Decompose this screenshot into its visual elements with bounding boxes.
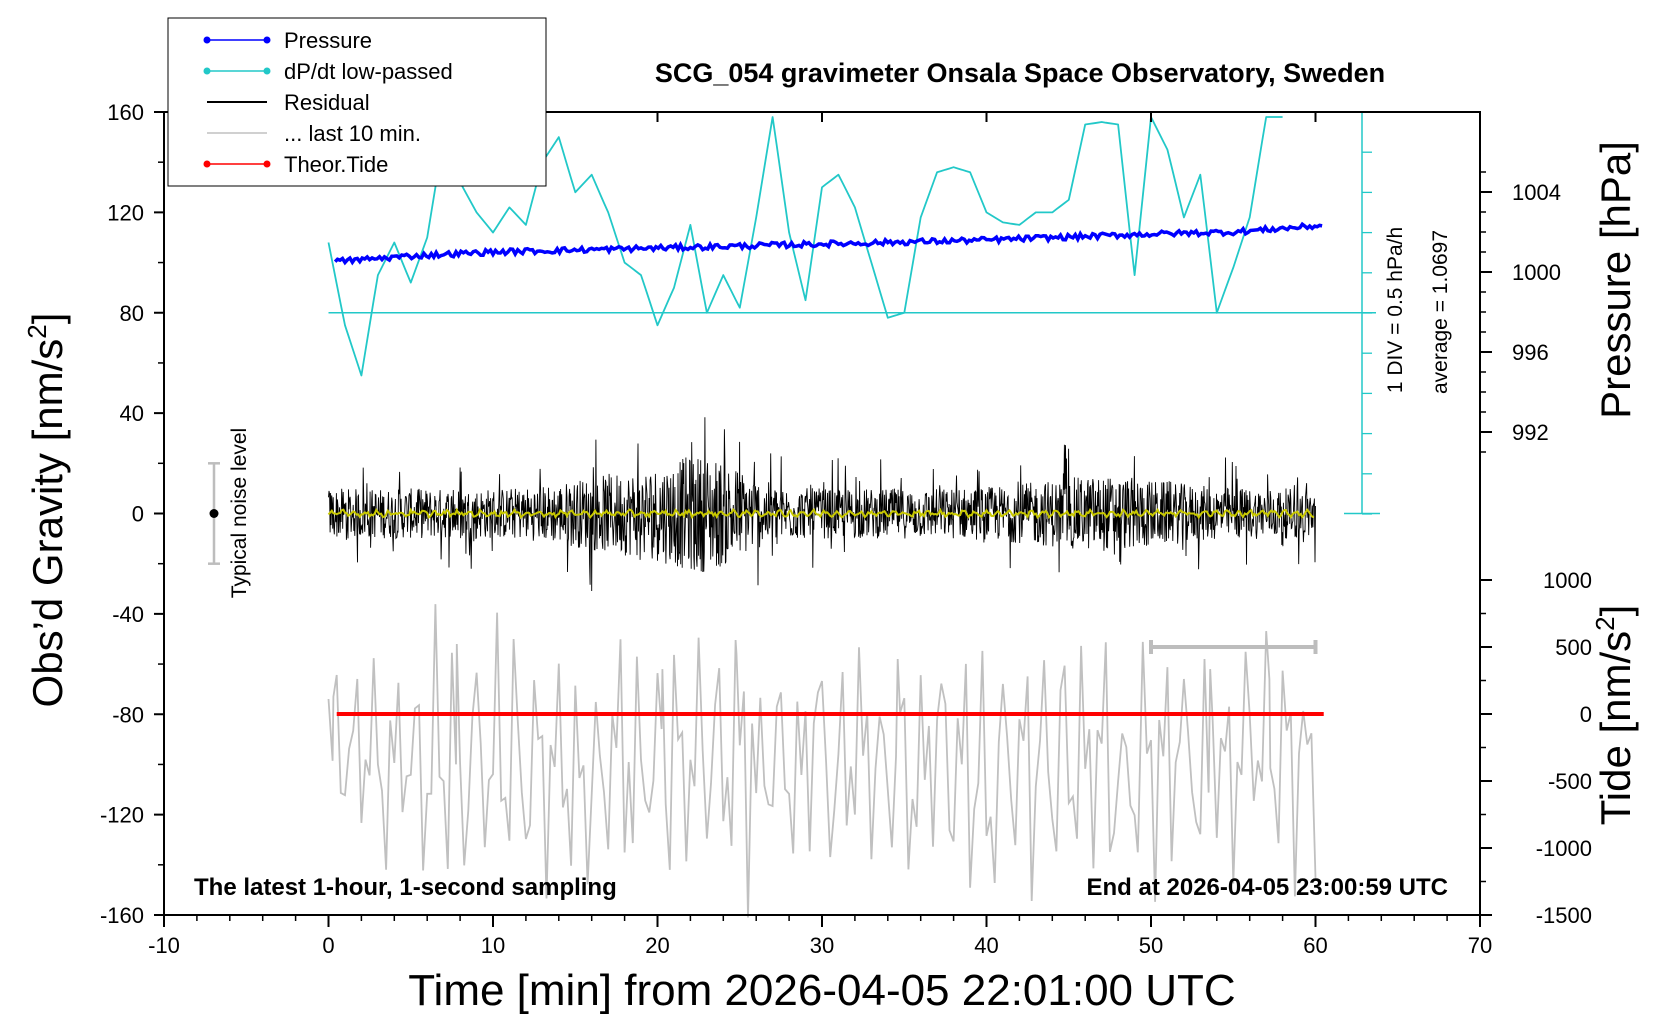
x-tick-label: 40: [974, 933, 998, 958]
y-tick-label: 120: [107, 200, 144, 225]
pressure-tick-label: 1000: [1512, 260, 1561, 285]
series-residual-smoothed: [327, 507, 1315, 520]
legend-marker: [263, 67, 271, 75]
legend-label: Pressure: [284, 28, 372, 53]
x-tick-label: -10: [148, 933, 180, 958]
legend-marker: [203, 67, 211, 75]
y-tick-label: -160: [100, 903, 144, 928]
x-tick-label: 20: [645, 933, 669, 958]
legend: Pressure dP/dt low-passed Residual ... last…: [167, 17, 547, 187]
legend-label: dP/dt low-passed: [284, 59, 453, 84]
y-tick-label: 160: [107, 100, 144, 125]
series-dpdt-lowpassed: [327, 116, 1283, 377]
series-last10min: [327, 604, 1317, 918]
chart-title: SCG_054 gravimeter Onsala Space Observat…: [655, 58, 1385, 88]
y-tick-label: -40: [112, 602, 144, 627]
average-annotation: average = 1.0697: [1429, 230, 1452, 394]
legend-marker: [263, 36, 271, 44]
tide-tick-label: -1500: [1536, 903, 1592, 928]
x-tick-label: 60: [1303, 933, 1327, 958]
y-tick-label: 80: [120, 301, 144, 326]
legend-label: ... last 10 min.: [284, 121, 421, 146]
pressure-tick-label: 1004: [1512, 180, 1561, 205]
div-annotation: 1 DIV = 0.5 hPa/h: [1384, 227, 1407, 393]
noise-annotation: Typical noise level: [228, 428, 251, 598]
legend-marker: [203, 160, 211, 168]
tide-tick-label: 1000: [1543, 568, 1592, 593]
legend-marker: [263, 160, 271, 168]
y-axis-label-left: Obs’d Gravity [nm/s2]: [22, 313, 71, 708]
series-residual: [328, 417, 1316, 592]
pressure-tick-label: 996: [1512, 340, 1549, 365]
y-tick-label: 0: [132, 502, 144, 527]
tide-tick-label: -1000: [1536, 836, 1592, 861]
series-pressure: [333, 221, 1323, 266]
x-tick-label: 50: [1139, 933, 1163, 958]
y-tick-label: -120: [100, 803, 144, 828]
noise-bar-dot: [209, 509, 219, 518]
x-tick-label: 30: [810, 933, 834, 958]
y-axis-label-pressure: Pressure [hPa]: [1592, 141, 1639, 419]
legend-marker: [203, 36, 211, 44]
tide-tick-label: 0: [1580, 702, 1592, 727]
pressure-tick-label: 992: [1512, 420, 1549, 445]
tide-tick-label: -500: [1548, 769, 1592, 794]
x-tick-label: 10: [481, 933, 505, 958]
x-tick-label: 0: [322, 933, 334, 958]
end-time-annotation: End at 2026-04-05 23:00:59 UTC: [1087, 874, 1449, 901]
y-tick-label: 40: [120, 401, 144, 426]
legend-label: Theor.Tide: [284, 152, 388, 177]
y-tick-label: -80: [112, 702, 144, 727]
sampling-annotation: The latest 1-hour, 1-second sampling: [194, 874, 617, 901]
legend-label: Residual: [284, 90, 370, 115]
y-axis-label-tide: Tide [nm/s2]: [1590, 605, 1639, 826]
tide-tick-label: 500: [1555, 635, 1592, 660]
x-axis-label: Time [min] from 2026-04-05 22:01:00 UTC: [408, 966, 1235, 1015]
x-tick-label: 70: [1468, 933, 1492, 958]
